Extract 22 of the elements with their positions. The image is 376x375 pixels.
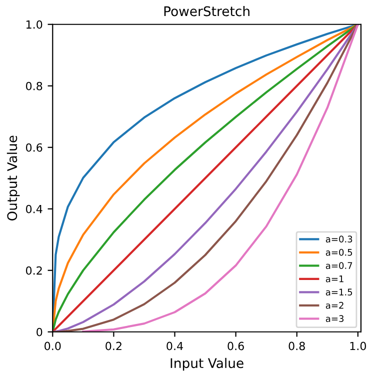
y-tick-label: 1.0: [26, 20, 42, 29]
legend-label: a=0.7: [326, 262, 352, 269]
y-tick-label: 0.2: [26, 266, 42, 275]
y-tick-label: 0: [36, 328, 42, 336]
x-tick-label: 0.8: [288, 342, 305, 350]
y-tick-label: 0.6: [26, 143, 42, 152]
legend-label: a=0.5: [326, 248, 352, 256]
chart-title: PowerStretch: [164, 6, 250, 16]
x-tick-label: 0.0: [44, 342, 61, 350]
x-axis-title: Input Value: [170, 358, 244, 371]
legend-label: a=1.5: [326, 288, 352, 296]
x-tick-label: 0.6: [228, 342, 244, 350]
y-tick-label: 0.4: [26, 204, 42, 214]
y-tick-label: 0.8: [26, 82, 42, 90]
legend-label: a=1: [326, 276, 344, 282]
legend-label: a=3: [326, 315, 344, 322]
legend-label: a=2: [326, 302, 344, 309]
x-tick-label: 0.2: [106, 342, 122, 350]
legend-label: a=0.3: [326, 236, 352, 242]
x-tick-label: 0.4: [166, 342, 183, 350]
x-tick-label: 1.0: [350, 342, 366, 350]
y-axis-title: Output Value: [6, 136, 20, 221]
